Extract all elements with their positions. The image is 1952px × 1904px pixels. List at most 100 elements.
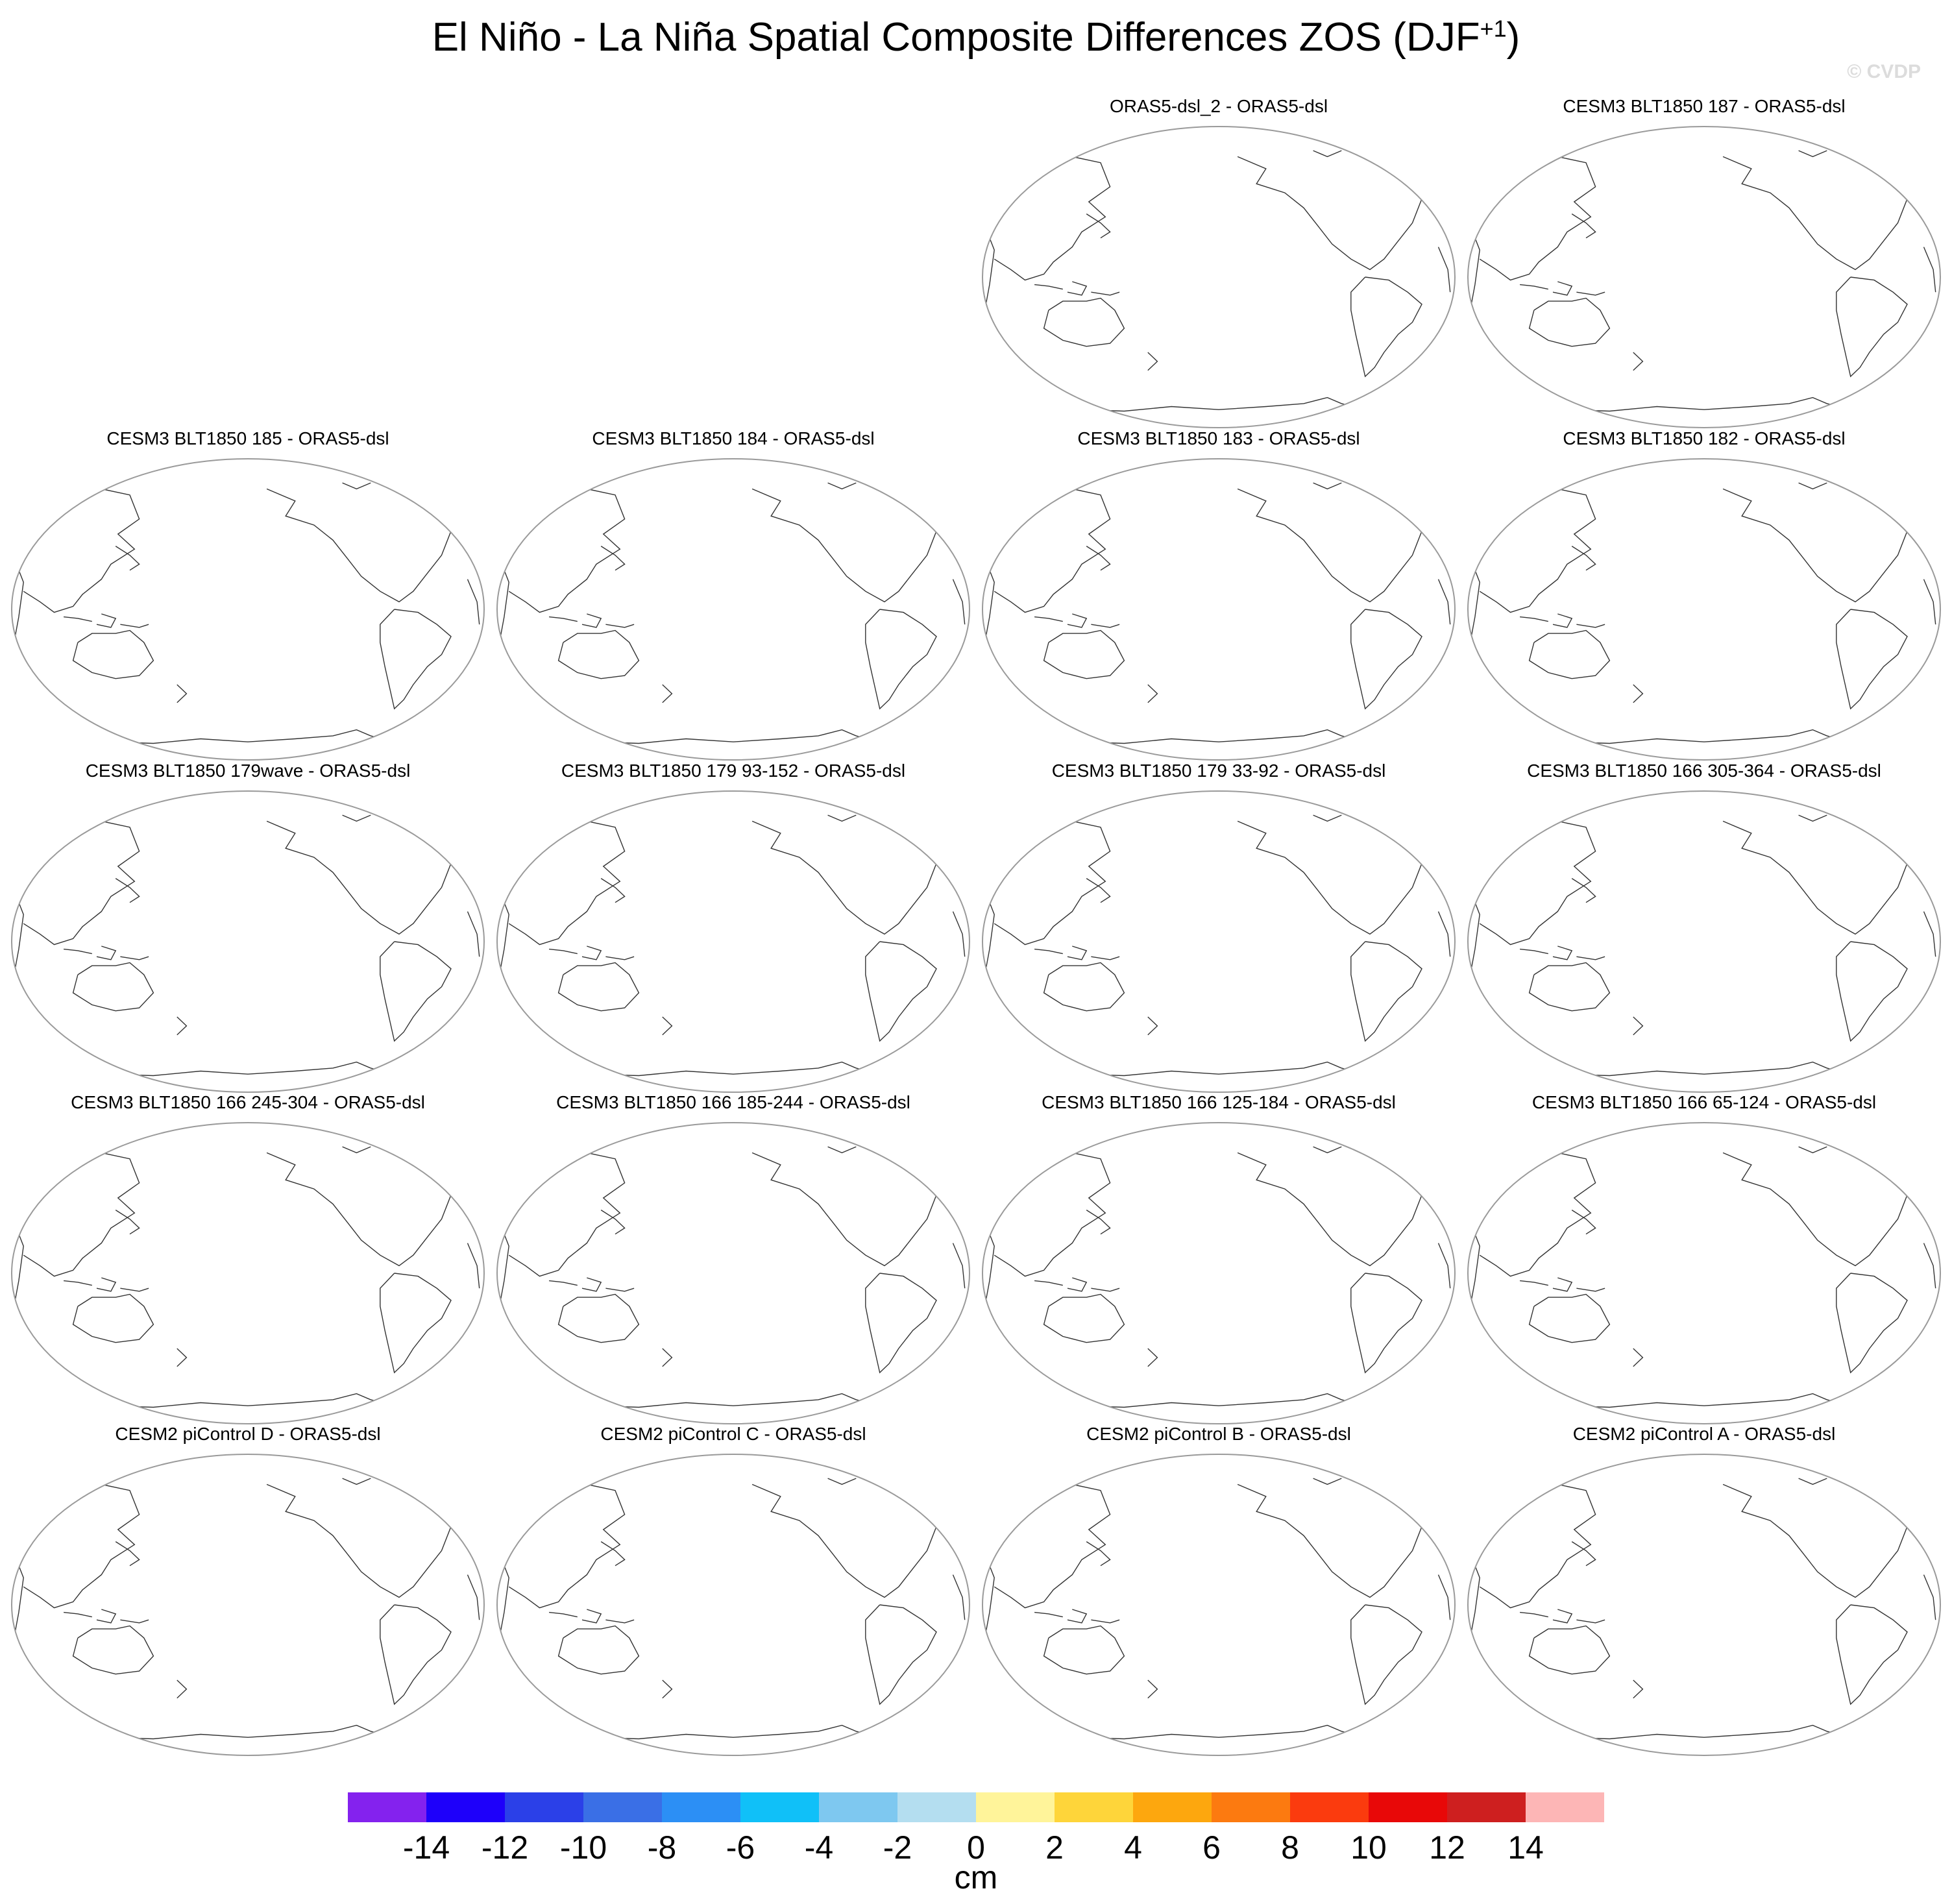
coastline <box>544 1061 923 1078</box>
colorbar-swatch <box>426 1792 506 1822</box>
robinson-map <box>982 1454 1456 1756</box>
coastline <box>1091 624 1120 628</box>
coastline <box>96 1609 117 1624</box>
map-panel: CESM3 BLT1850 179wave - ORAS5-dsl <box>9 761 487 1093</box>
coastline <box>72 629 154 679</box>
colorbar-swatch <box>1212 1792 1291 1822</box>
coastline <box>72 962 154 1012</box>
colorbar-swatch <box>1133 1792 1212 1822</box>
coastline <box>498 1559 509 1639</box>
colorbar-swatch <box>1055 1792 1134 1822</box>
coastline <box>1469 1559 1480 1639</box>
coastline <box>120 1619 149 1624</box>
coastline <box>508 488 626 613</box>
map-panel-title: CESM3 BLT1850 166 65-124 - ORAS5-dsl <box>1531 1092 1877 1112</box>
map-border <box>982 458 1456 761</box>
coastline <box>467 579 480 625</box>
coastline <box>120 1288 149 1292</box>
coastline <box>1437 911 1451 957</box>
coastline <box>1528 1293 1611 1343</box>
coastline <box>1836 609 1908 710</box>
coastline <box>1365 1459 1404 1488</box>
coastline <box>549 1611 578 1618</box>
coastline <box>1923 1243 1936 1289</box>
map-panel-title: CESM3 BLT1850 185 - ORAS5-dsl <box>106 428 389 448</box>
coastline <box>751 1469 937 1598</box>
coastline <box>600 1210 626 1235</box>
coastline <box>13 564 24 643</box>
coastline <box>498 896 509 975</box>
coastline <box>549 616 578 622</box>
coastline <box>1923 911 1936 957</box>
coastline <box>1520 616 1548 622</box>
robinson-map <box>11 790 485 1093</box>
robinson-map <box>1467 126 1941 428</box>
coastline <box>1147 684 1158 703</box>
coastline <box>865 1273 937 1374</box>
coastline <box>1576 624 1605 628</box>
robinson-map <box>1467 458 1941 761</box>
map-border <box>1467 1122 1941 1424</box>
coastline <box>1520 1611 1548 1618</box>
colorbar-swatch <box>740 1792 820 1822</box>
colorbar-swatch <box>897 1792 977 1822</box>
coastline <box>1313 1478 1342 1485</box>
colorbar-tick-label: -12 <box>481 1829 529 1866</box>
map-border <box>496 1122 970 1424</box>
coastline <box>751 805 937 935</box>
colorbar-tick-label: 6 <box>1202 1829 1221 1866</box>
robinson-map <box>982 790 1456 1093</box>
colorbar-tick-label: -2 <box>883 1829 912 1866</box>
coastline <box>1313 814 1342 822</box>
coastline <box>879 1128 919 1156</box>
robinson-map <box>982 1122 1456 1424</box>
coastline <box>1147 1679 1158 1699</box>
coastline <box>1469 564 1480 643</box>
coastline <box>342 814 371 822</box>
coastline <box>177 684 188 703</box>
coastline <box>115 1541 140 1567</box>
map-panel-title: CESM3 BLT1850 166 245-304 - ORAS5-dsl <box>71 1092 425 1112</box>
coastline <box>544 729 923 746</box>
map-panel: CESM3 BLT1850 166 185-244 - ORAS5-dsl <box>494 1092 972 1424</box>
coastline <box>1633 684 1644 703</box>
map-border <box>1467 1454 1941 1756</box>
map-border <box>982 1454 1456 1756</box>
coastline <box>1086 214 1111 239</box>
coastline <box>1722 141 1908 271</box>
robinson-map <box>496 790 970 1093</box>
coastline <box>467 1574 480 1620</box>
map-panel-title: CESM2 piControl B - ORAS5-dsl <box>1086 1424 1351 1444</box>
map-panel: CESM3 BLT1850 179 93-152 - ORAS5-dsl <box>494 761 972 1093</box>
coastline <box>1091 956 1120 960</box>
map-panel: CESM2 piControl D - ORAS5-dsl <box>9 1424 487 1756</box>
coastline <box>23 1483 140 1609</box>
coastline <box>394 1459 433 1488</box>
coastline <box>1528 629 1611 679</box>
colorbar-tick-label: 12 <box>1429 1829 1465 1866</box>
coastline <box>1237 805 1422 935</box>
coastline <box>1469 232 1480 311</box>
coastline <box>120 956 149 960</box>
coastline <box>1571 214 1596 239</box>
colorbar <box>348 1792 1604 1822</box>
map-panel-title: CESM3 BLT1850 182 - ORAS5-dsl <box>1563 428 1846 448</box>
map-panel-title: CESM3 BLT1850 184 - ORAS5-dsl <box>592 428 875 448</box>
coastline <box>1576 291 1605 296</box>
coastline <box>952 579 966 625</box>
coastline <box>605 1288 635 1292</box>
coastline <box>64 948 92 955</box>
coastline <box>879 1459 919 1488</box>
coastline <box>467 1243 480 1289</box>
coastline <box>96 1277 117 1292</box>
colorbar-swatch <box>583 1792 663 1822</box>
coastline <box>380 941 452 1042</box>
map-border <box>496 790 970 1093</box>
coastline <box>1836 1604 1908 1705</box>
coastline <box>879 464 919 493</box>
coastline <box>557 629 640 679</box>
coastline <box>1571 1210 1596 1235</box>
figure-title-text: El Niño - La Niña Spatial Composite Diff… <box>432 15 1480 60</box>
coastline <box>1043 629 1125 679</box>
figure-title-superscript: +1 <box>1480 15 1507 42</box>
